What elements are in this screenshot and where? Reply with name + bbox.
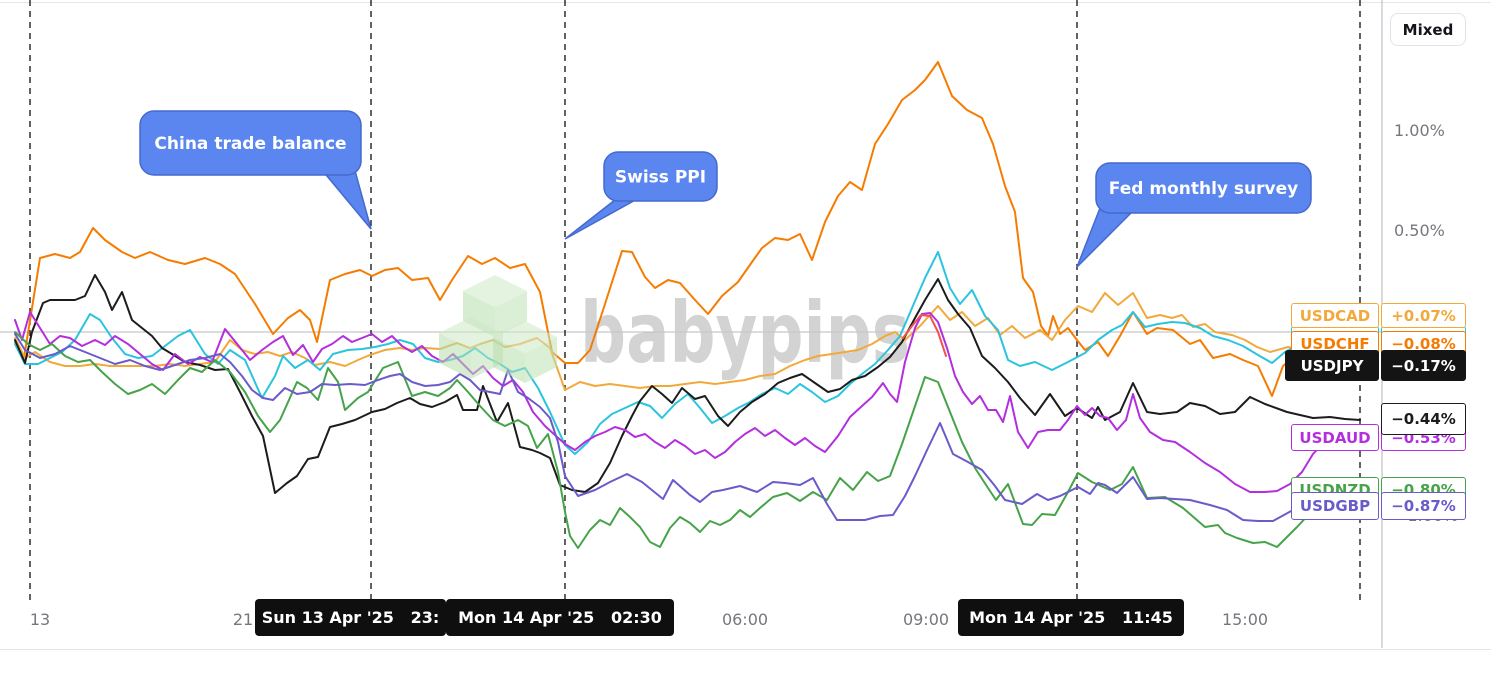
annotation-label: Fed monthly survey — [1109, 179, 1298, 199]
annotation-callout: Fed monthly survey — [1076, 162, 1312, 268]
ticker-name-box: USDCAD — [1291, 303, 1379, 328]
time-axis-tick: 13 — [29, 610, 51, 629]
top-border — [0, 2, 1491, 3]
change-value-box: −0.44% — [1381, 403, 1466, 435]
series-line-USDCAD — [14, 292, 1361, 391]
annotation-callout: Swiss PPI — [564, 151, 718, 240]
attribution-separator — [0, 649, 1491, 650]
series-line-USDCHF — [14, 61, 1361, 397]
price-axis-tick: 1.00% — [1394, 121, 1445, 140]
change-value-box: −0.17% — [1381, 350, 1466, 381]
attribution-bar: TradingView — [0, 650, 1491, 698]
event-time-label: Sun 13 Apr '25 23: — [255, 599, 446, 636]
ticker-name-box: USDGBP — [1291, 492, 1379, 520]
currency-strength-chart[interactable]: babypips China trade balance Swiss PPI Fed … — [0, 0, 1491, 650]
annotation-callout: China trade balance — [139, 110, 372, 230]
price-label-USDGBP: USDGBP −0.87% — [1291, 492, 1466, 520]
change-value-box: −0.87% — [1381, 492, 1466, 520]
series-line-unlabeled — [902, 314, 947, 357]
series-line-USDNZD — [14, 331, 1361, 549]
change-value-box: +0.07% — [1381, 303, 1466, 328]
price-axis-tick: 0.50% — [1394, 221, 1445, 240]
event-time-label: Mon 14 Apr '25 02:30 — [446, 599, 674, 636]
price-label-value-only: −0.44% — [1381, 403, 1466, 435]
price-label-USDCAD: USDCAD +0.07% — [1291, 303, 1466, 328]
series-line-USDGBP — [14, 333, 1361, 522]
ticker-name-box: USDAUD — [1291, 424, 1379, 451]
market-status-badge: Mixed — [1390, 13, 1466, 46]
annotation-label: Swiss PPI — [615, 168, 706, 188]
babypips-cube-icon — [493, 321, 557, 383]
time-axis-tick: 21 — [232, 610, 254, 629]
time-axis-tick: 09:00 — [902, 610, 950, 629]
ticker-name-box: USDJPY — [1285, 350, 1379, 381]
price-label-USDJPY: USDJPY −0.17% — [1285, 350, 1466, 381]
series-line-unlabeled — [14, 251, 1361, 455]
series-line-USDAUD — [14, 311, 1361, 493]
babypips-watermark-text: babypips — [580, 284, 910, 382]
annotation-label: China trade balance — [154, 134, 346, 154]
series-line-USDJPY — [14, 274, 1361, 494]
time-axis-tick: 06:00 — [721, 610, 769, 629]
event-time-label: Mon 14 Apr '25 11:45 — [958, 599, 1184, 636]
time-axis-tick: 15:00 — [1221, 610, 1269, 629]
babypips-cube-icon — [439, 317, 503, 379]
